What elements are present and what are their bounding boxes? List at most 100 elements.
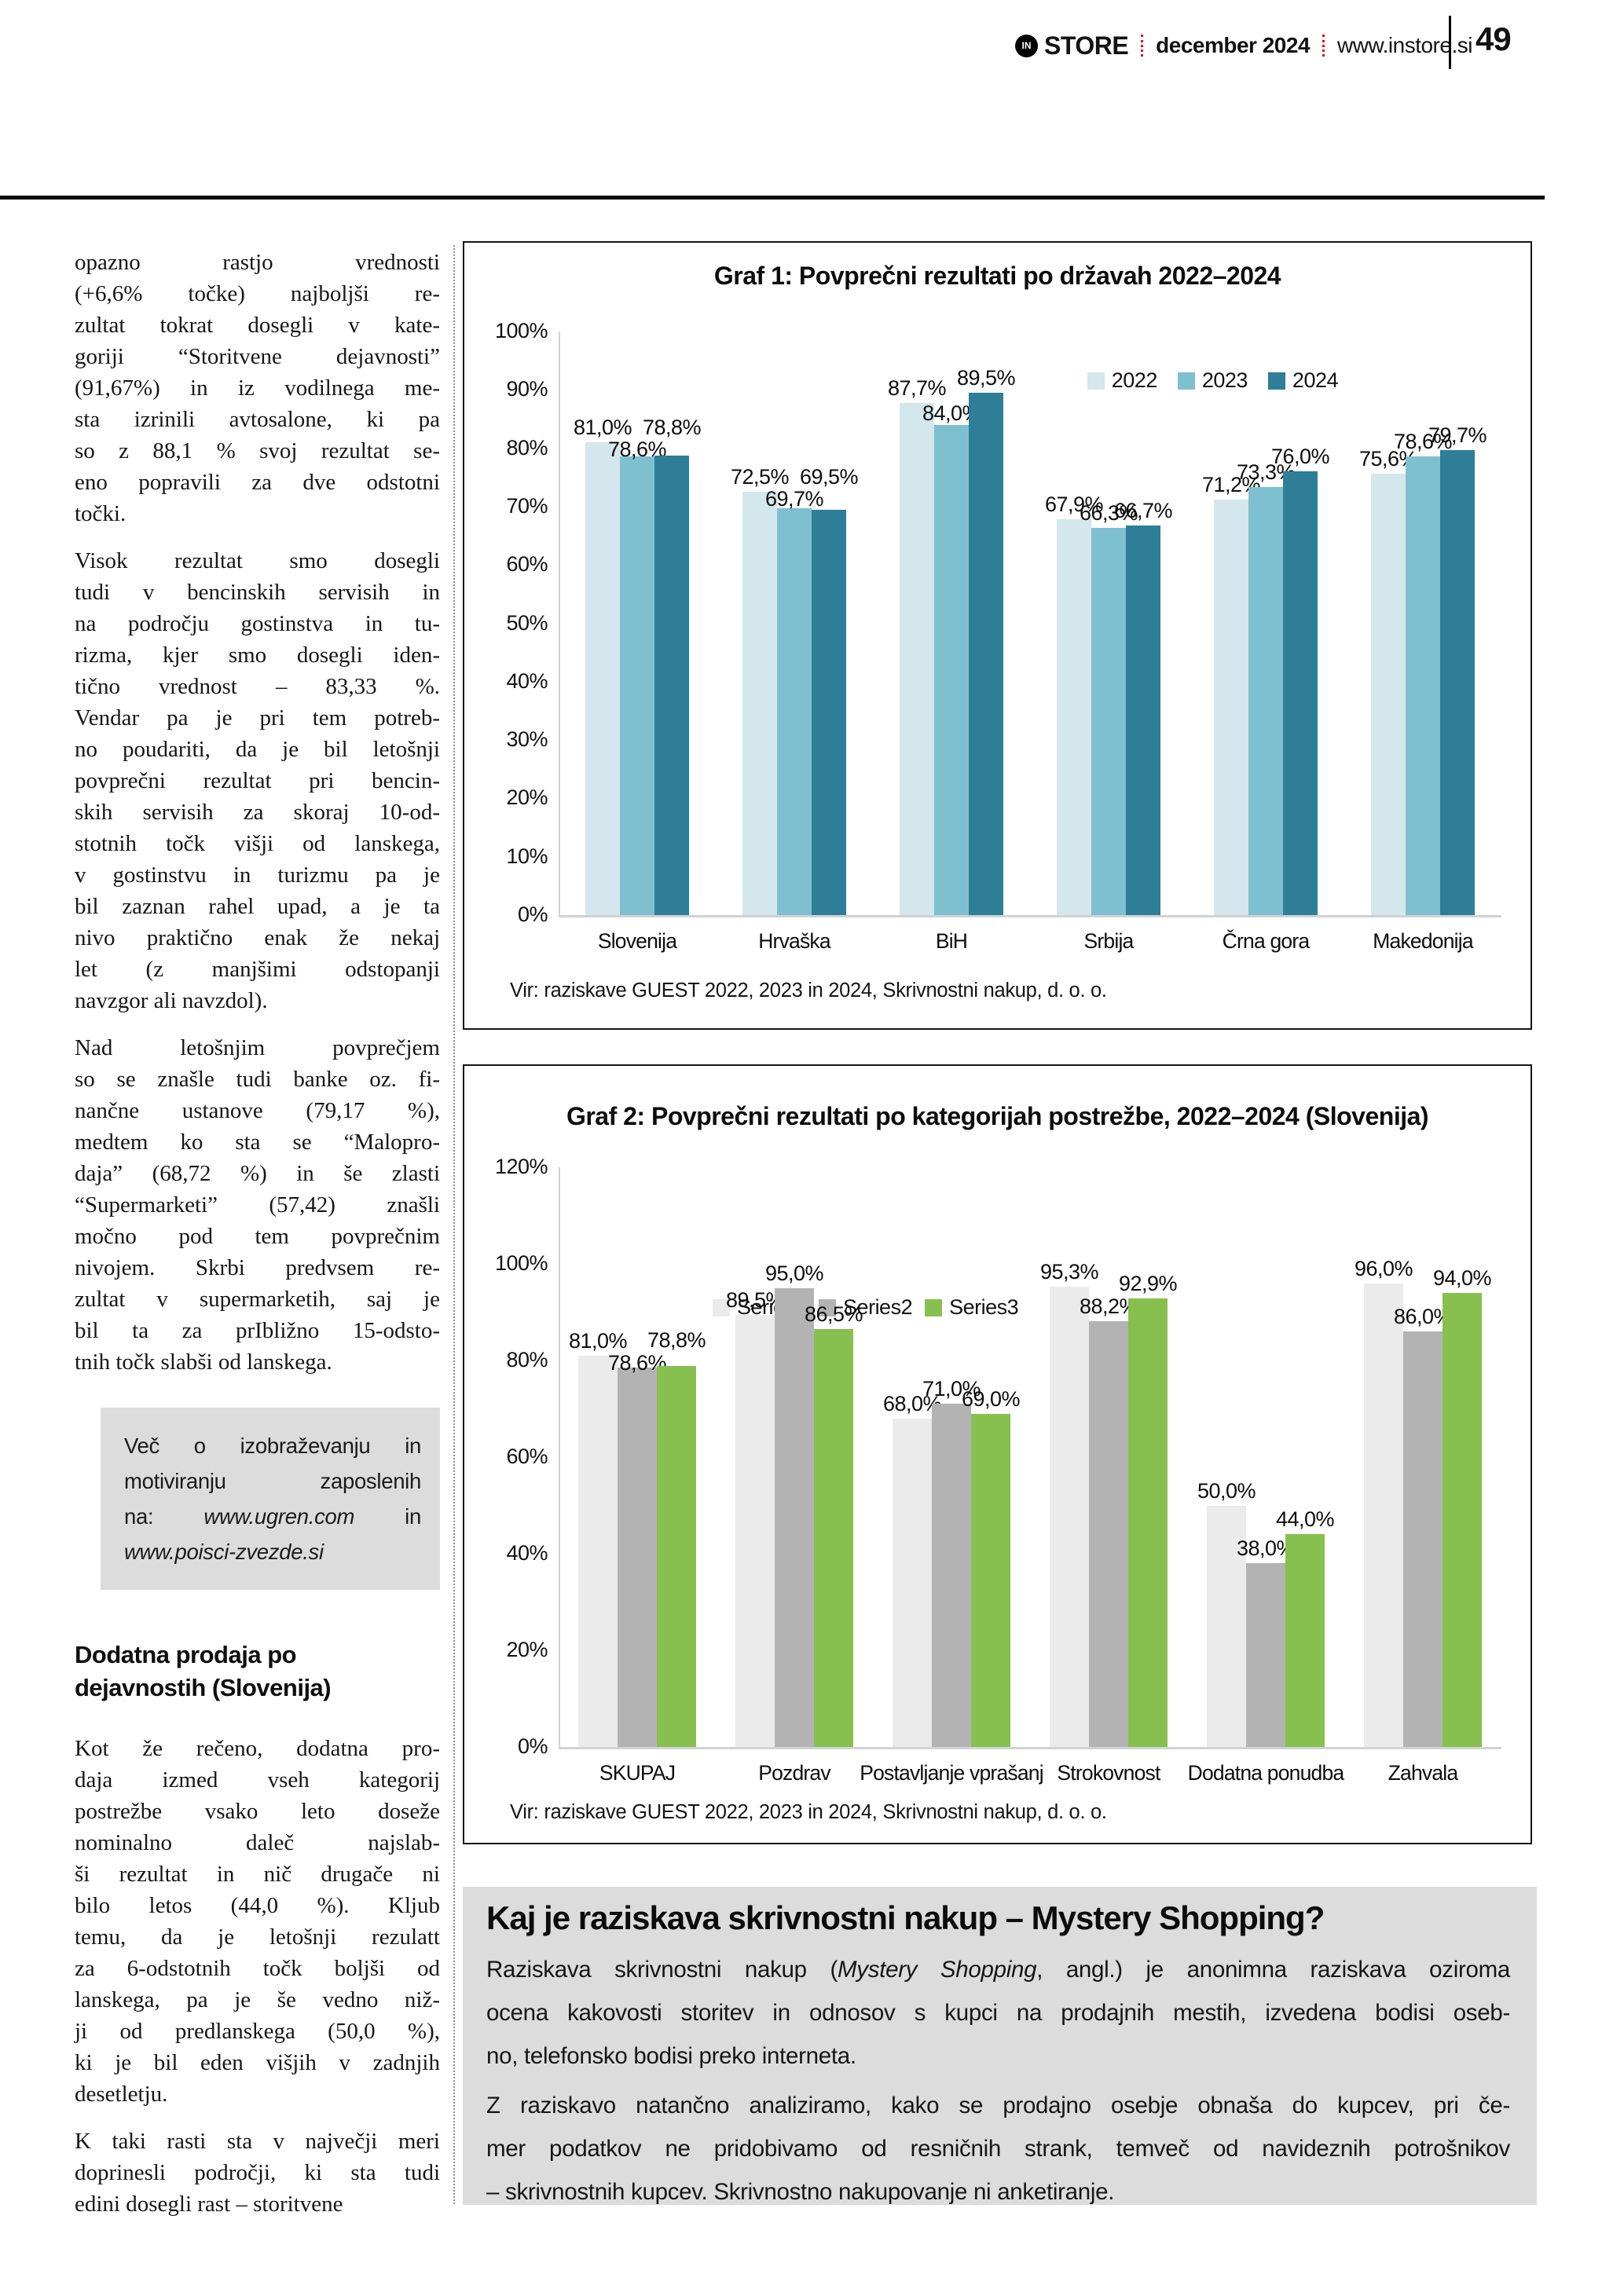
bar — [578, 1355, 618, 1747]
y-axis-tick-label: 0% — [517, 903, 548, 926]
x-axis-line — [559, 1747, 1501, 1749]
text-line: so z 88,1 % svoj rezultat se- — [75, 438, 440, 463]
text-line: ki je bil eden višjih v zadnjih — [75, 2050, 440, 2075]
info-box-paragraph: Raziskava skrivnostni nakup (Mystery Sho… — [486, 1948, 1510, 2078]
bar — [969, 393, 1003, 915]
italic-text: www.ugren.com — [203, 1504, 355, 1529]
y-axis-tick-label: 20% — [506, 785, 548, 810]
legend-item: Series3 — [925, 1295, 1019, 1320]
x-category-label: Strokovnost — [1057, 1761, 1160, 1785]
chart-plot-area: 0% 10% 20% 30% 40% 50% 60% 70% 80% 90% 100% 81,0% 78… — [464, 243, 1531, 1028]
legend-label: Series2 — [843, 1295, 913, 1319]
bar-value-label: 78,8% — [642, 415, 702, 439]
bar — [1246, 1563, 1285, 1747]
text-line: K taki rasti sta v največji meri — [75, 2129, 440, 2154]
bar — [1091, 528, 1126, 915]
text-line: nivojem. Skrbi predvsem re- — [75, 1255, 440, 1280]
text-line: postrežbe vsako leto doseže — [75, 1799, 440, 1824]
article-text-column: opazno rastjo vrednosti (+6,6% točke) naj… — [75, 247, 440, 2236]
bar — [1440, 449, 1475, 915]
instore-logo-icon: IN — [1015, 34, 1038, 57]
text-line: na področju gostinstva in tu- — [75, 611, 440, 636]
text-line: tudi v bencinskih servisih in — [75, 580, 440, 605]
text-line: desetletju. — [75, 2082, 168, 2107]
text-line: mer podatkov ne pridobivamo od resničnih… — [486, 2136, 1510, 2162]
legend-swatch — [713, 1298, 730, 1316]
text-line: no poudariti, da je bil letošnji — [75, 737, 440, 762]
masthead-separator — [1322, 35, 1325, 57]
bar-value-label: 69,0% — [961, 1386, 1021, 1411]
x-category-label: Postavljanje vprašanj — [860, 1761, 1043, 1785]
bar — [1128, 1298, 1168, 1747]
legend-item: 2024 — [1267, 368, 1339, 393]
legend-item: 2022 — [1087, 368, 1157, 393]
bar-value-label: 78,8% — [647, 1328, 706, 1353]
x-category-label: Makedonija — [1373, 929, 1473, 953]
text-line: bil zaznan rahel upad, a je ta — [75, 894, 440, 919]
legend-label: Series3 — [949, 1295, 1019, 1319]
chart-legend: 2022 2023 2024 — [1087, 368, 1339, 393]
body-paragraph: K taki rasti sta v največji meri doprines… — [75, 2126, 440, 2220]
y-axis-tick-label: 60% — [506, 1445, 548, 1468]
text-line: edini dosegli rast – storitvene — [75, 2192, 343, 2217]
body-paragraph: Nad letošnjim povprečjem so se znašle tud… — [75, 1032, 440, 1378]
bar — [1403, 1331, 1443, 1747]
brand-name: STORE — [1044, 31, 1129, 60]
bar-value-label: 69,5% — [799, 464, 859, 489]
italic-text: www.poisci-zvezde.si — [124, 1540, 324, 1564]
x-axis-line — [559, 915, 1501, 917]
text-segment: na: — [124, 1504, 204, 1529]
legend-swatch — [1267, 372, 1285, 390]
x-category-label: Pozdrav — [758, 1761, 830, 1785]
bar — [812, 509, 846, 915]
bar-value-label: 44,0% — [1275, 1507, 1335, 1532]
x-category-label: BiH — [935, 929, 968, 953]
bar — [775, 1287, 814, 1747]
x-category-label: Slovenija — [597, 929, 677, 953]
text-line: no, telefonsko bodisi preko interneta. — [486, 2043, 856, 2069]
text-line: ji od predlanskega (50,0 %), — [75, 2019, 440, 2044]
graf1-panel: Graf 1: Povprečni rezultati po državah 2… — [463, 241, 1532, 1030]
x-category-label: Dodatna ponudba — [1187, 1761, 1345, 1785]
text-line: bilo letos (44,0 %). Kljub — [75, 1893, 440, 1918]
text-segment: in — [354, 1504, 421, 1529]
y-axis-tick-label: 40% — [506, 1541, 548, 1565]
bar-value-label: 95,3% — [1039, 1259, 1099, 1283]
bar-value-label: 81,0% — [568, 1328, 628, 1353]
text-line: nivo praktično enak že nekaj — [75, 925, 440, 950]
section-heading: Dodatna prodaja po dejavnostih (Slovenija… — [75, 1639, 440, 1705]
text-line: let (z manjšimi odstopanji — [75, 957, 440, 982]
bar — [1089, 1320, 1128, 1747]
text-line: opazno rastjo vrednosti — [75, 250, 440, 275]
chart-title: Graf 1: Povprečni rezultati po državah 2… — [713, 262, 1281, 290]
bar — [893, 1418, 932, 1747]
bar-value-label: 79,7% — [1428, 423, 1487, 447]
text-line: nominalno daleč najslab- — [75, 1830, 440, 1855]
promo-box: Več o izobraževanju in motiviranju zaposl… — [101, 1408, 440, 1590]
text-line: sta izrinili avtosalone, ki pa — [75, 407, 440, 432]
text-line: Več o izobraževanju in — [124, 1434, 421, 1458]
text-line: Visok rezultat smo dosegli — [75, 548, 440, 573]
bar — [742, 492, 777, 915]
bar-value-label: 87,7% — [887, 376, 947, 401]
bar — [1371, 474, 1406, 915]
text-line: Vendar pa je pri tem potreb- — [75, 705, 440, 731]
graf2-panel: Graf 2: Povprečni rezultati po kategorij… — [463, 1064, 1532, 1844]
bar-value-label: 96,0% — [1354, 1256, 1413, 1280]
legend-swatch — [925, 1298, 943, 1316]
bar — [620, 456, 654, 915]
column-divider — [453, 245, 455, 2204]
text-line: tnih točk slabši od lanskega. — [75, 1349, 332, 1375]
bar — [1050, 1286, 1089, 1747]
legend-swatch — [1087, 372, 1105, 390]
x-category-label: SKUPAJ — [599, 1761, 676, 1785]
italic-text: Mystery Shopping — [838, 1957, 1037, 1983]
bar-value-label: 95,0% — [764, 1261, 824, 1285]
text-line: daja izmed vseh kategorij — [75, 1767, 440, 1792]
bar — [1057, 518, 1091, 915]
issue-date: december 2024 — [1156, 33, 1311, 57]
text-line: www.poisci-zvezde.si — [124, 1534, 421, 1569]
text-line: točki. — [75, 501, 126, 526]
text-line: temu, da je letošnji rezulatt — [75, 1924, 440, 1950]
y-axis-tick-label: 10% — [506, 844, 548, 868]
